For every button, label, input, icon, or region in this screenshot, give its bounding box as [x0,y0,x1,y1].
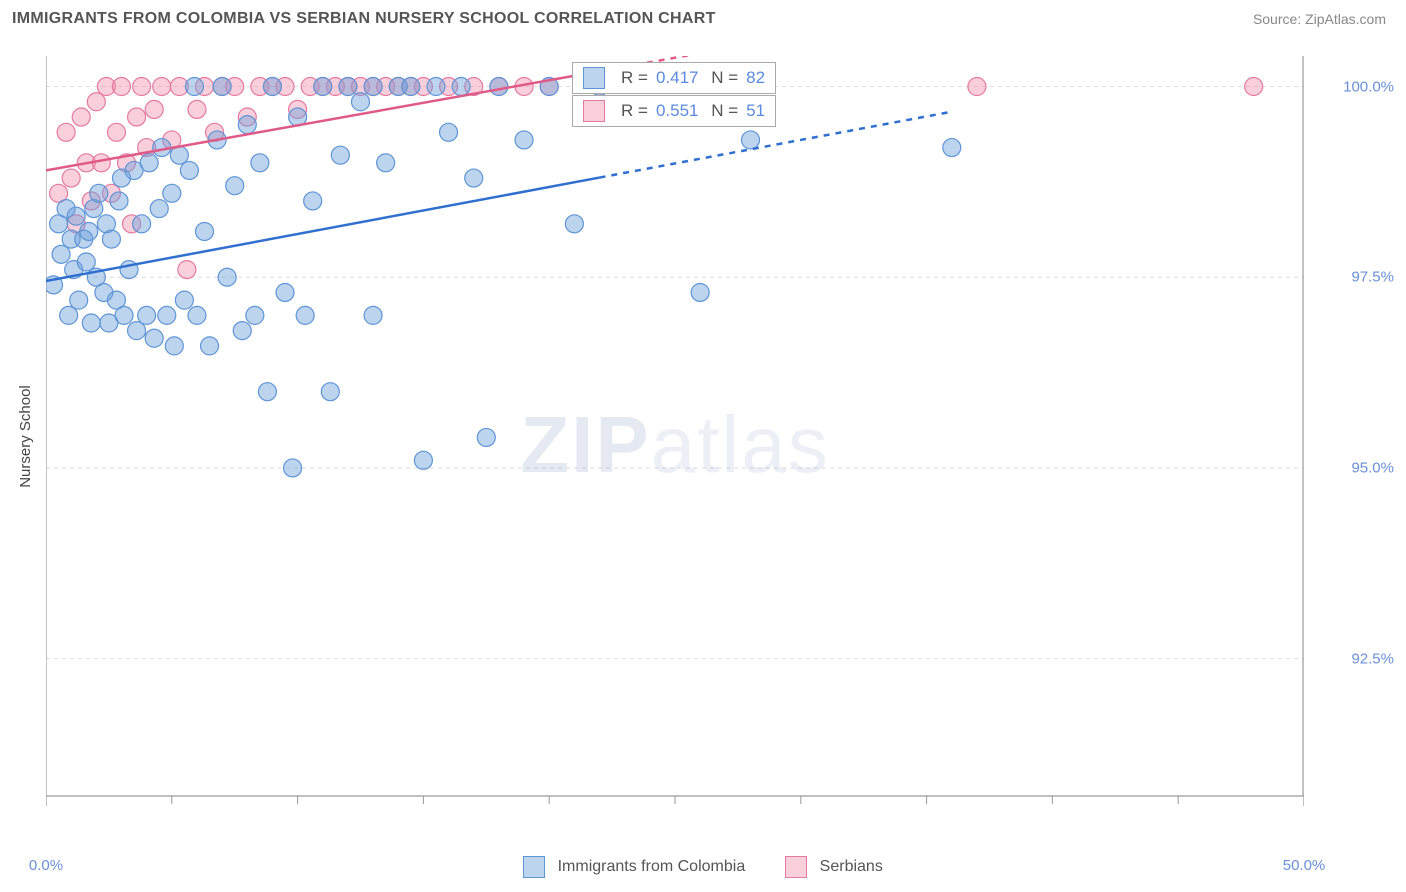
stat-box-serbians: R = 0.551 N = 51 [572,95,776,127]
y-tick-label: 92.5% [1351,650,1394,667]
stat-box-colombia: R = 0.417 N = 82 [572,62,776,94]
scatter-chart [46,56,1304,816]
stat-n-value: 51 [746,101,765,121]
stat-r-value: 0.551 [656,101,699,121]
stat-r-value: 0.417 [656,68,699,88]
y-tick-label: 100.0% [1343,78,1394,95]
legend-label: Immigrants from Colombia [558,858,746,875]
legend-label: Serbians [820,858,883,875]
legend-item-serbians: Serbians [785,856,883,878]
y-tick-label: 97.5% [1351,269,1394,286]
y-tick-label: 95.0% [1351,459,1394,476]
y-axis-label: Nursery School [17,385,34,488]
stat-label: N = [706,68,738,88]
source-credit: Source: ZipAtlas.com [1253,11,1386,27]
stat-n-value: 82 [746,68,765,88]
swatch-colombia [523,856,545,878]
swatch-colombia [583,67,605,89]
stat-label: R = [621,68,648,88]
swatch-serbians [583,100,605,122]
legend: Immigrants from Colombia Serbians [0,856,1406,878]
stat-label: N = [706,101,738,121]
stat-label: R = [621,101,648,121]
chart-title: IMMIGRANTS FROM COLOMBIA VS SERBIAN NURS… [12,10,716,28]
y-axis-label-wrap: Nursery School [10,56,40,816]
swatch-serbians [785,856,807,878]
plot-area: ZIPatlas [46,56,1304,816]
legend-item-colombia: Immigrants from Colombia [523,856,745,878]
